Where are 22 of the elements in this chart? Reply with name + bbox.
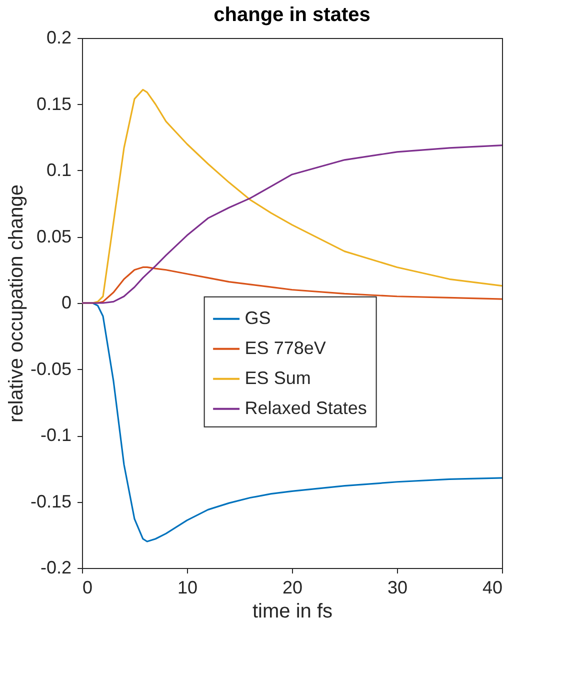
y-tick-label: -0.2 <box>40 558 72 578</box>
legend-label: ES 778eV <box>244 338 326 358</box>
x-tick-label: 20 <box>282 578 303 598</box>
y-tick-label: 0.2 <box>46 28 72 48</box>
legend-label: ES Sum <box>244 368 311 388</box>
y-tick-label: 0.05 <box>36 226 72 246</box>
x-tick-label: 40 <box>482 578 502 598</box>
x-tick-label: 30 <box>387 578 408 598</box>
y-tick-label: -0.05 <box>30 358 72 379</box>
legend-label: GS <box>244 308 271 328</box>
legend-label: Relaxed States <box>244 398 367 418</box>
y-tick-label: 0.1 <box>46 160 72 180</box>
y-tick-label: 0 <box>61 292 72 312</box>
y-tick-label: -0.1 <box>40 425 72 445</box>
chart-title: change in states <box>214 4 370 26</box>
y-tick-label: 0.15 <box>36 94 72 114</box>
x-tick-label: 0 <box>82 578 93 598</box>
line-series <box>81 144 503 304</box>
y-axis-title: relative occupation change <box>5 184 28 422</box>
x-tick-label: 10 <box>177 578 198 598</box>
y-tick-label: -0.15 <box>30 491 72 512</box>
x-axis-title: time in fs <box>252 600 333 622</box>
